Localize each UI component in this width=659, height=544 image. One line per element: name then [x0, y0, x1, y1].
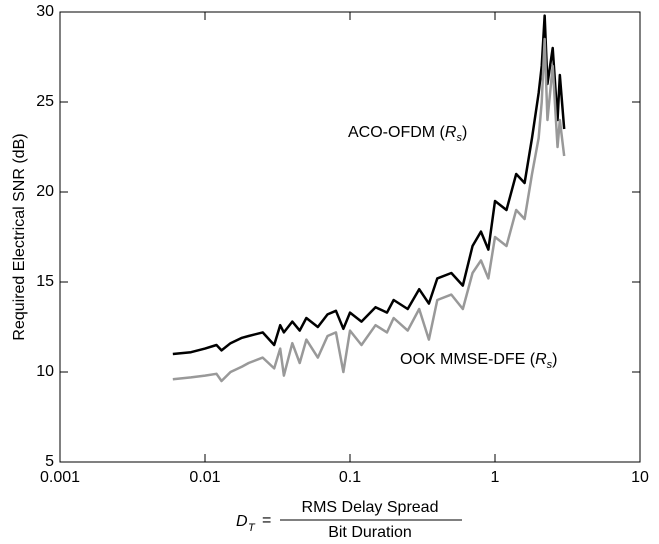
annotation-subscript: s [456, 132, 462, 144]
y-tick-label: 5 [45, 453, 54, 470]
annotation-close: ) [462, 124, 467, 141]
annotation-italic: R [445, 124, 457, 141]
annotation-text: ACO-OFDM (Rs) [348, 124, 467, 144]
annotation-subscript: s [547, 359, 553, 371]
x-label-equals: = [262, 512, 271, 529]
x-label-denominator: Bit Duration [328, 524, 412, 541]
x-tick-label: 0.001 [40, 469, 80, 486]
annotation-close: ) [552, 351, 557, 368]
x-label-numerator: RMS Delay Spread [302, 499, 439, 516]
y-tick-label: 30 [36, 3, 54, 20]
annotation-main: OOK MMSE-DFE ( [400, 351, 536, 368]
x-tick-label: 10 [631, 469, 649, 486]
y-tick-label: 10 [36, 363, 54, 380]
x-tick-label: 0.1 [339, 469, 361, 486]
y-tick-label: 20 [36, 183, 54, 200]
y-tick-label: 25 [36, 93, 54, 110]
x-tick-label: 0.01 [189, 469, 220, 486]
annotation: ACO-OFDM (Rs) [348, 124, 467, 144]
annotation: OOK MMSE-DFE (Rs) [400, 351, 558, 371]
y-tick-label: 15 [36, 273, 54, 290]
x-label-symbol: D [236, 513, 248, 530]
annotation-text: OOK MMSE-DFE (Rs) [400, 351, 558, 371]
series-line [172, 14, 566, 356]
annotation-main: ACO-OFDM ( [348, 124, 446, 141]
series-line [172, 37, 566, 383]
x-tick-label: 1 [491, 469, 500, 486]
x-label-subscript: T [248, 522, 256, 534]
annotation-italic: R [535, 351, 547, 368]
x-axis-label: D T = RMS Delay Spread Bit Duration [236, 499, 462, 541]
y-axis-label: Required Electrical SNR (dB) [11, 133, 28, 340]
